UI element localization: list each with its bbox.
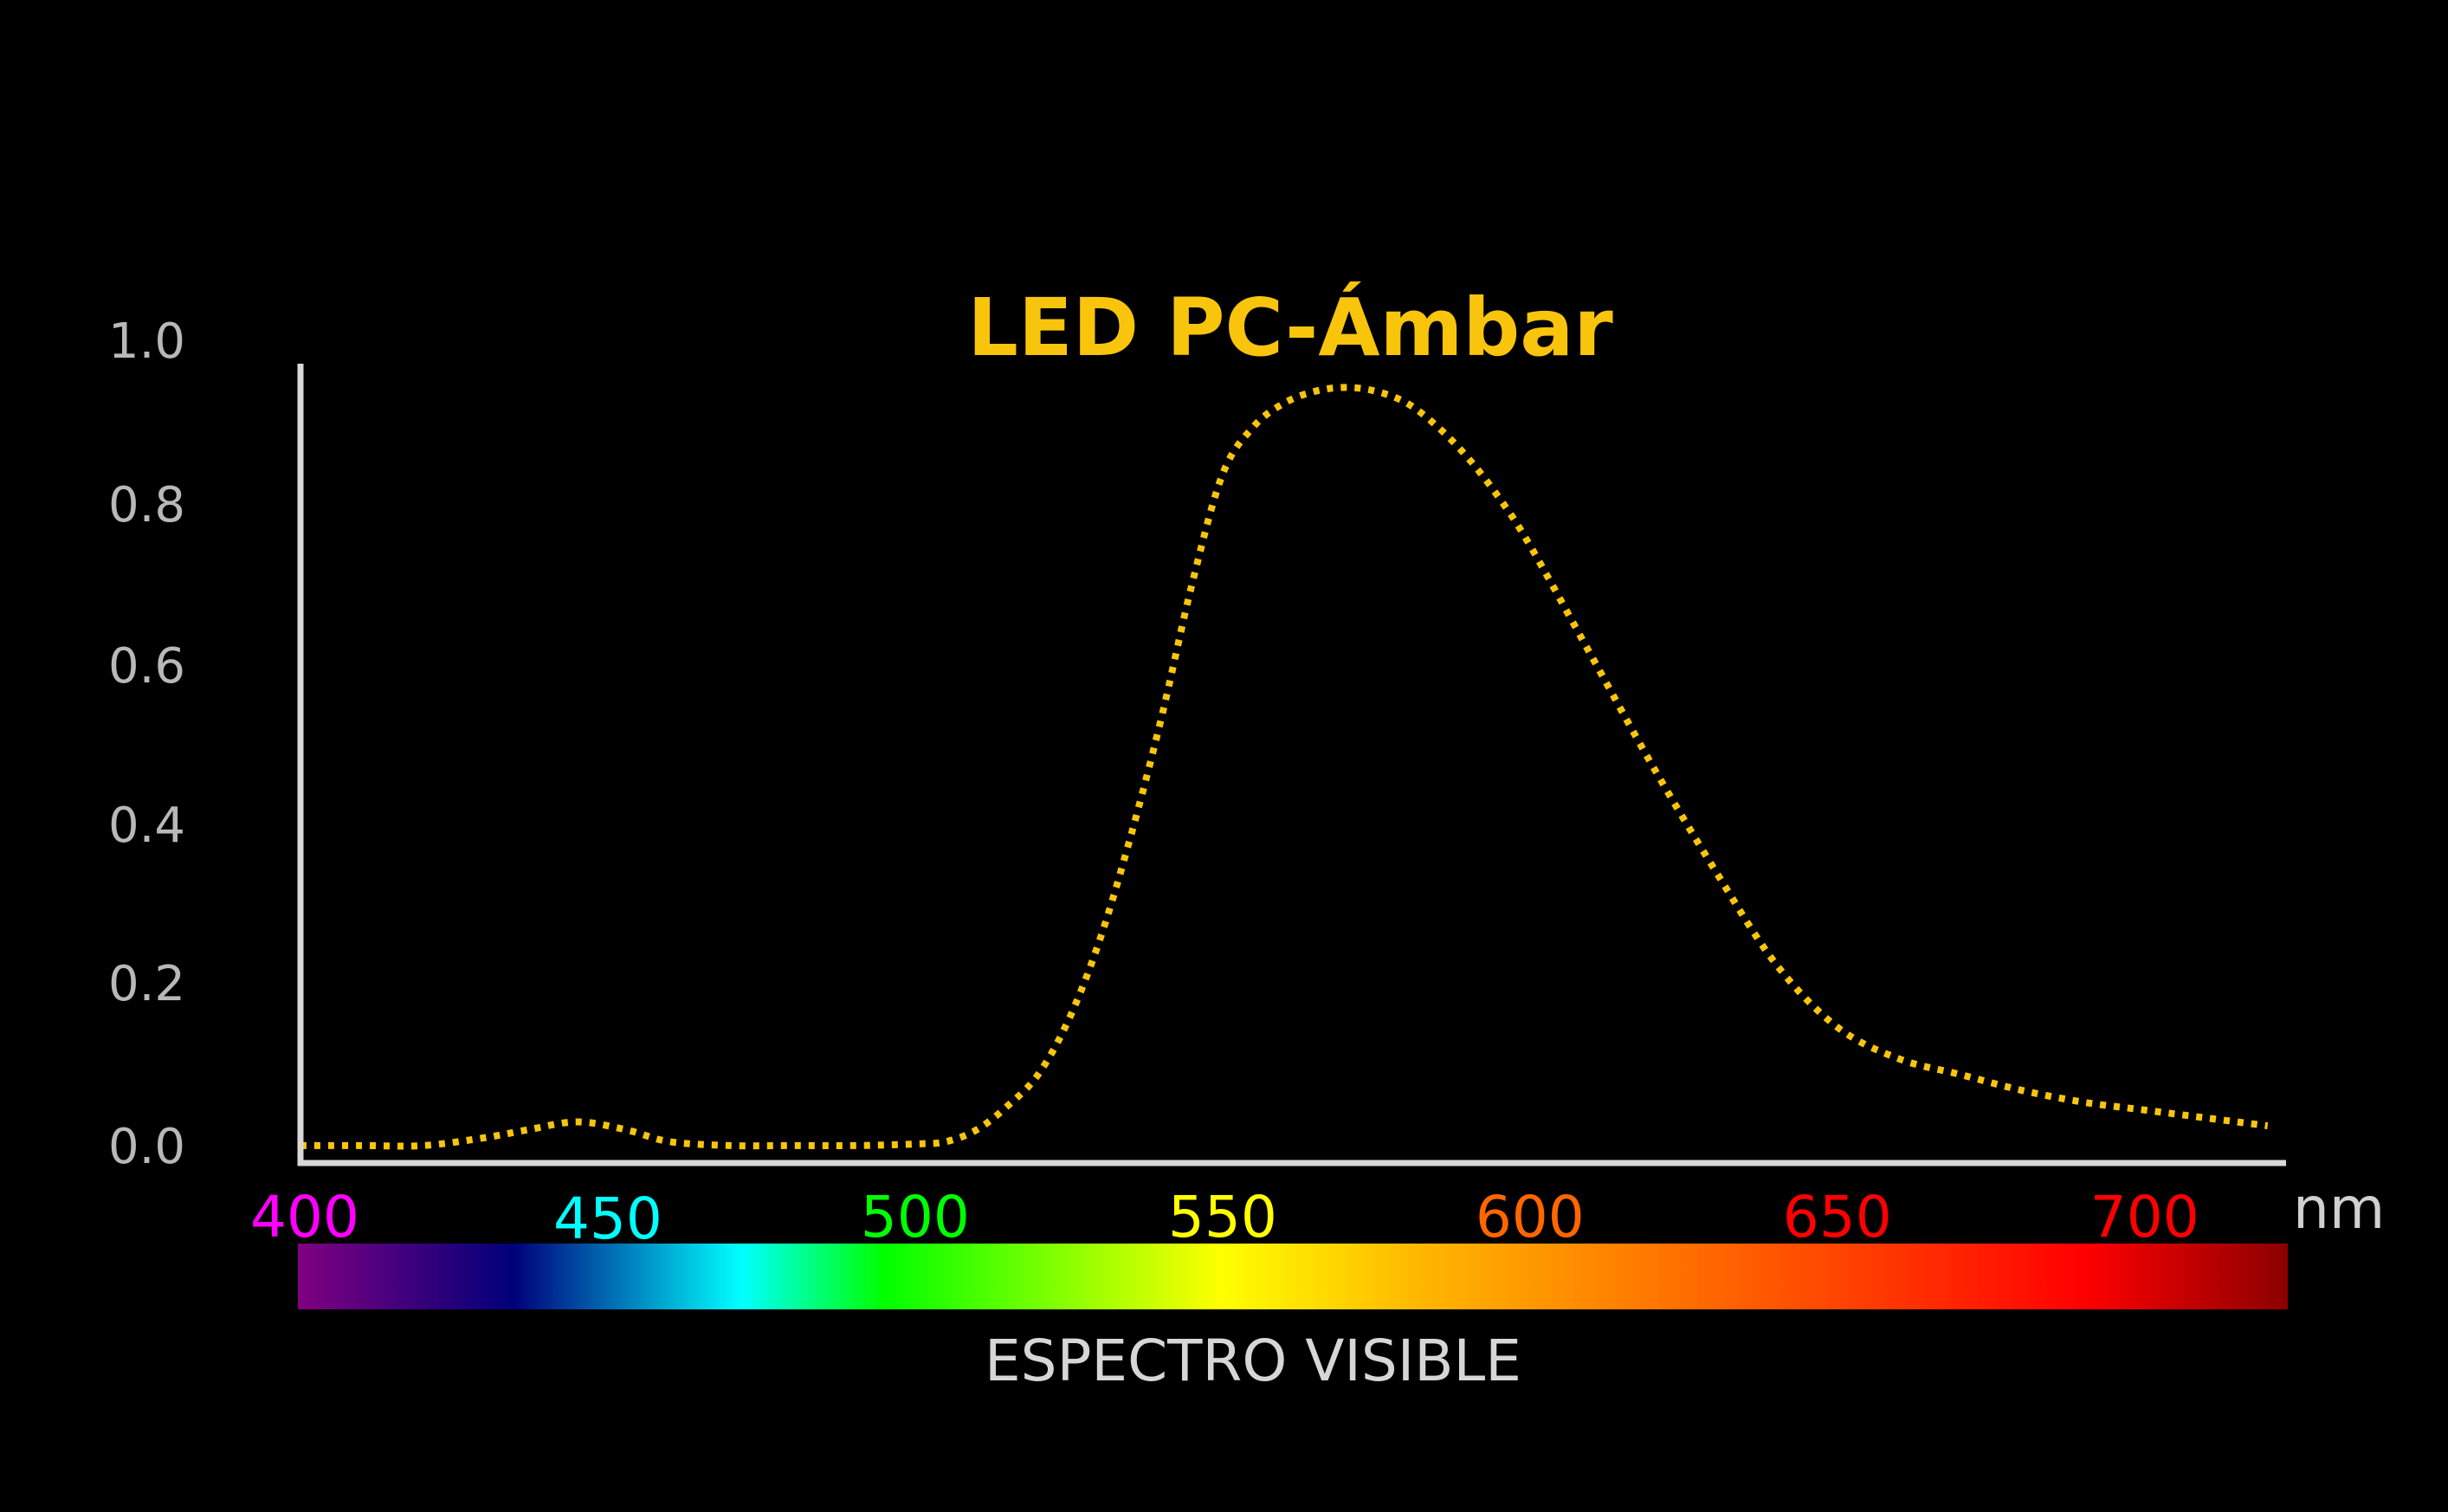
- y-tick-label: 1.0: [108, 313, 185, 370]
- x-tick-label: 650: [1783, 1184, 1892, 1250]
- y-axis-ticks: 0.0 0.2 0.4 0.6 0.8 1.0: [108, 313, 185, 1175]
- y-tick-label: 0.4: [108, 798, 185, 854]
- spectrum-label: ESPECTRO VISIBLE: [985, 1328, 1521, 1394]
- y-tick-label: 0.0: [108, 1119, 185, 1175]
- visible-spectrum-bar: [298, 1244, 2288, 1309]
- x-tick-label: 700: [2090, 1184, 2199, 1250]
- x-tick-label: 450: [553, 1186, 662, 1252]
- x-tick-label: 500: [861, 1184, 970, 1250]
- x-axis-ticks: 400 450 500 550 600 650 700: [250, 1184, 2199, 1252]
- x-tick-label: 600: [1476, 1184, 1585, 1250]
- chart-title: LED PC-Ámbar: [967, 281, 1613, 374]
- y-tick-label: 0.6: [108, 638, 185, 695]
- series-layer: [300, 384, 2269, 1150]
- y-tick-label: 0.8: [108, 477, 185, 533]
- series-line: [300, 384, 2269, 1150]
- x-tick-label: 400: [250, 1184, 359, 1250]
- x-axis-unit: nm: [2293, 1175, 2385, 1242]
- x-tick-label: 550: [1168, 1184, 1277, 1250]
- y-tick-label: 0.2: [108, 956, 185, 1012]
